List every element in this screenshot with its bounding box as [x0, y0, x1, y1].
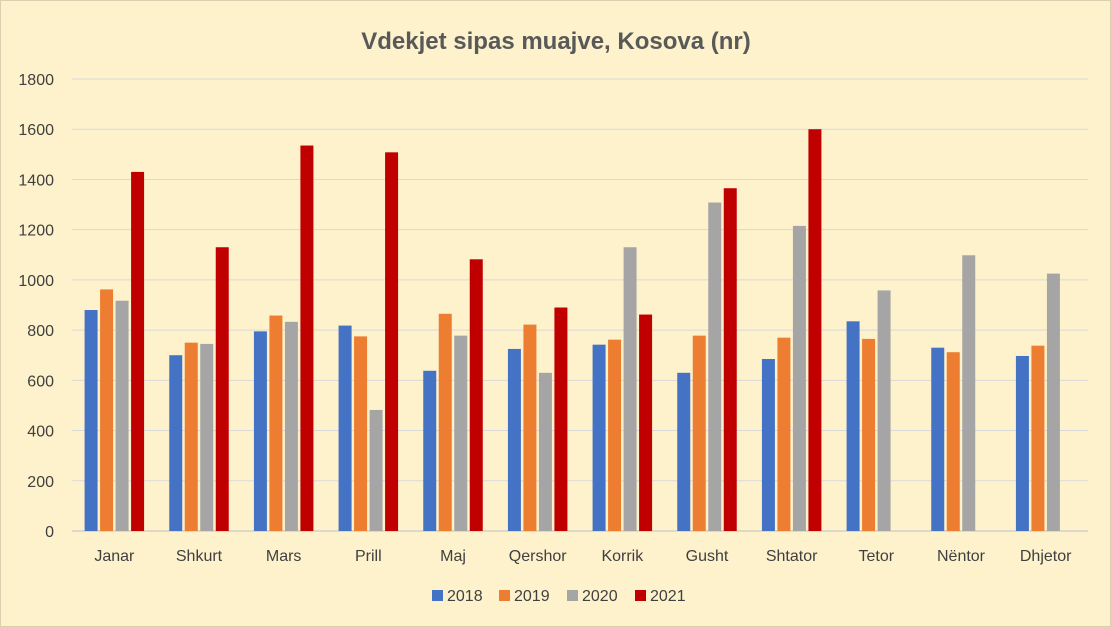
x-tick-label: Nëntor — [937, 548, 986, 565]
y-tick-label: 800 — [27, 323, 54, 340]
bar-2020-Nëntor — [962, 255, 976, 531]
bar-2021-Janar — [131, 171, 145, 531]
bar-2020-Gusht — [708, 202, 722, 531]
bar-2018-Korrik — [592, 344, 606, 531]
bar-2020-Janar — [115, 300, 129, 531]
bar-2021-Gusht — [723, 188, 737, 531]
x-tick-label: Shtator — [766, 548, 818, 565]
x-tick-label: Gusht — [686, 548, 729, 565]
bar-2018-Nëntor — [931, 347, 945, 531]
bar-2018-Maj — [423, 370, 437, 531]
bar-2021-Mars — [300, 145, 314, 532]
y-axis-ticks: 0 200 400 600 800 1000 1200 1400 1600 1800 — [18, 72, 54, 541]
x-tick-label: Shkurt — [176, 548, 223, 565]
bar-2020-Tetor — [877, 290, 891, 531]
bar-2019-Dhjetor — [1031, 345, 1045, 531]
legend-label-2020: 2020 — [582, 588, 618, 605]
bar-2021-Shkurt — [215, 247, 229, 531]
bar-2018-Prill — [338, 325, 352, 531]
bar-2021-Shtator — [808, 129, 822, 531]
bar-2019-Janar — [100, 289, 114, 531]
legend-label-2021: 2021 — [650, 588, 686, 605]
legend-swatch-2020 — [567, 590, 578, 601]
bar-2018-Mars — [253, 331, 267, 531]
bar-2019-Mars — [269, 315, 283, 531]
y-tick-label: 1800 — [18, 72, 54, 89]
bar-2020-Dhjetor — [1046, 273, 1060, 531]
bar-2018-Shkurt — [169, 355, 183, 531]
legend-swatch-2018 — [432, 590, 443, 601]
bar-2018-Shtator — [761, 358, 775, 531]
y-tick-label: 600 — [27, 373, 54, 390]
bar-2019-Maj — [438, 313, 452, 531]
x-tick-label: Dhjetor — [1020, 548, 1072, 565]
x-tick-label: Tetor — [859, 548, 895, 565]
chart-title: Vdekjet sipas muajve, Kosova (nr) — [361, 28, 750, 55]
y-tick-label: 1200 — [18, 223, 54, 240]
legend-swatch-2019 — [499, 590, 510, 601]
bar-2018-Dhjetor — [1015, 355, 1029, 531]
x-tick-label: Janar — [94, 548, 135, 565]
gridlines — [72, 78, 1088, 532]
y-tick-label: 400 — [27, 424, 54, 441]
bar-2020-Maj — [454, 335, 468, 531]
bar-2020-Korrik — [623, 247, 637, 531]
y-tick-label: 200 — [27, 474, 54, 491]
x-tick-label: Prill — [355, 548, 382, 565]
bar-2018-Qershor — [507, 348, 521, 531]
bar-2020-Shtator — [792, 225, 806, 531]
bar-2018-Tetor — [846, 321, 860, 531]
bar-2021-Qershor — [554, 307, 568, 531]
legend-swatch-2021 — [635, 590, 646, 601]
bar-2020-Mars — [284, 321, 298, 531]
bar-2019-Prill — [354, 336, 368, 531]
bar-2019-Gusht — [692, 335, 706, 531]
y-tick-label: 1400 — [18, 172, 54, 189]
legend-label-2019: 2019 — [514, 588, 550, 605]
x-tick-label: Korrik — [601, 548, 644, 565]
legend: 2018 2019 2020 2021 — [432, 588, 686, 605]
bar-2019-Shkurt — [184, 342, 198, 531]
x-tick-label: Qershor — [509, 548, 567, 565]
bar-2019-Nëntor — [946, 352, 960, 531]
y-tick-label: 1000 — [18, 273, 54, 290]
bar-2020-Prill — [369, 409, 383, 531]
x-tick-label: Mars — [266, 548, 302, 565]
bar-2019-Qershor — [523, 324, 537, 531]
bar-2019-Tetor — [862, 338, 876, 531]
bars — [84, 129, 1060, 532]
bar-2018-Janar — [84, 310, 98, 531]
y-tick-label: 1600 — [18, 122, 54, 139]
bar-2021-Korrik — [639, 314, 653, 531]
bar-2019-Korrik — [608, 339, 622, 531]
bar-2021-Maj — [469, 259, 483, 531]
bar-2021-Prill — [385, 152, 399, 531]
bar-2020-Qershor — [538, 372, 552, 531]
x-axis-ticks: Janar Shkurt Mars Prill Maj Qershor Korrik Gush… — [94, 548, 1072, 565]
y-tick-label: 0 — [45, 524, 54, 541]
bar-2019-Shtator — [777, 337, 791, 531]
legend-label-2018: 2018 — [447, 588, 483, 605]
bar-2018-Gusht — [677, 372, 691, 531]
bar-2020-Shkurt — [200, 343, 214, 531]
x-tick-label: Maj — [440, 548, 466, 565]
